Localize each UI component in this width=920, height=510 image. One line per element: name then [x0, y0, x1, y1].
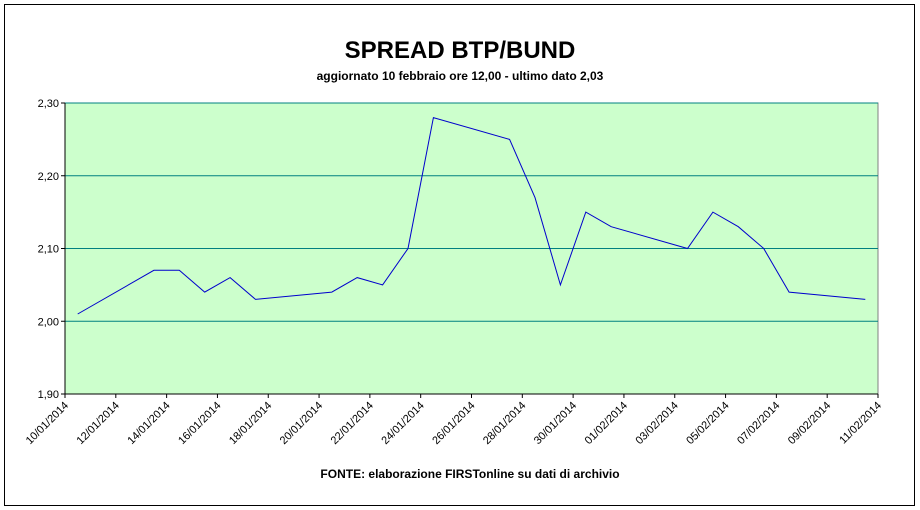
- chart-subtitle: aggiornato 10 febbraio ore 12,00 - ultim…: [317, 69, 604, 83]
- y-tick-label: 1,90: [38, 389, 59, 401]
- y-tick-label: 2,10: [38, 244, 59, 256]
- y-tick-label: 2,20: [38, 171, 59, 183]
- source-note: FONTE: elaborazione FIRSTonline su dati …: [320, 467, 619, 481]
- y-tick-label: 2,30: [38, 98, 59, 110]
- chart-title: SPREAD BTP/BUND: [345, 37, 576, 64]
- y-tick-label: 2,00: [38, 316, 59, 328]
- data-line: [77, 116, 866, 315]
